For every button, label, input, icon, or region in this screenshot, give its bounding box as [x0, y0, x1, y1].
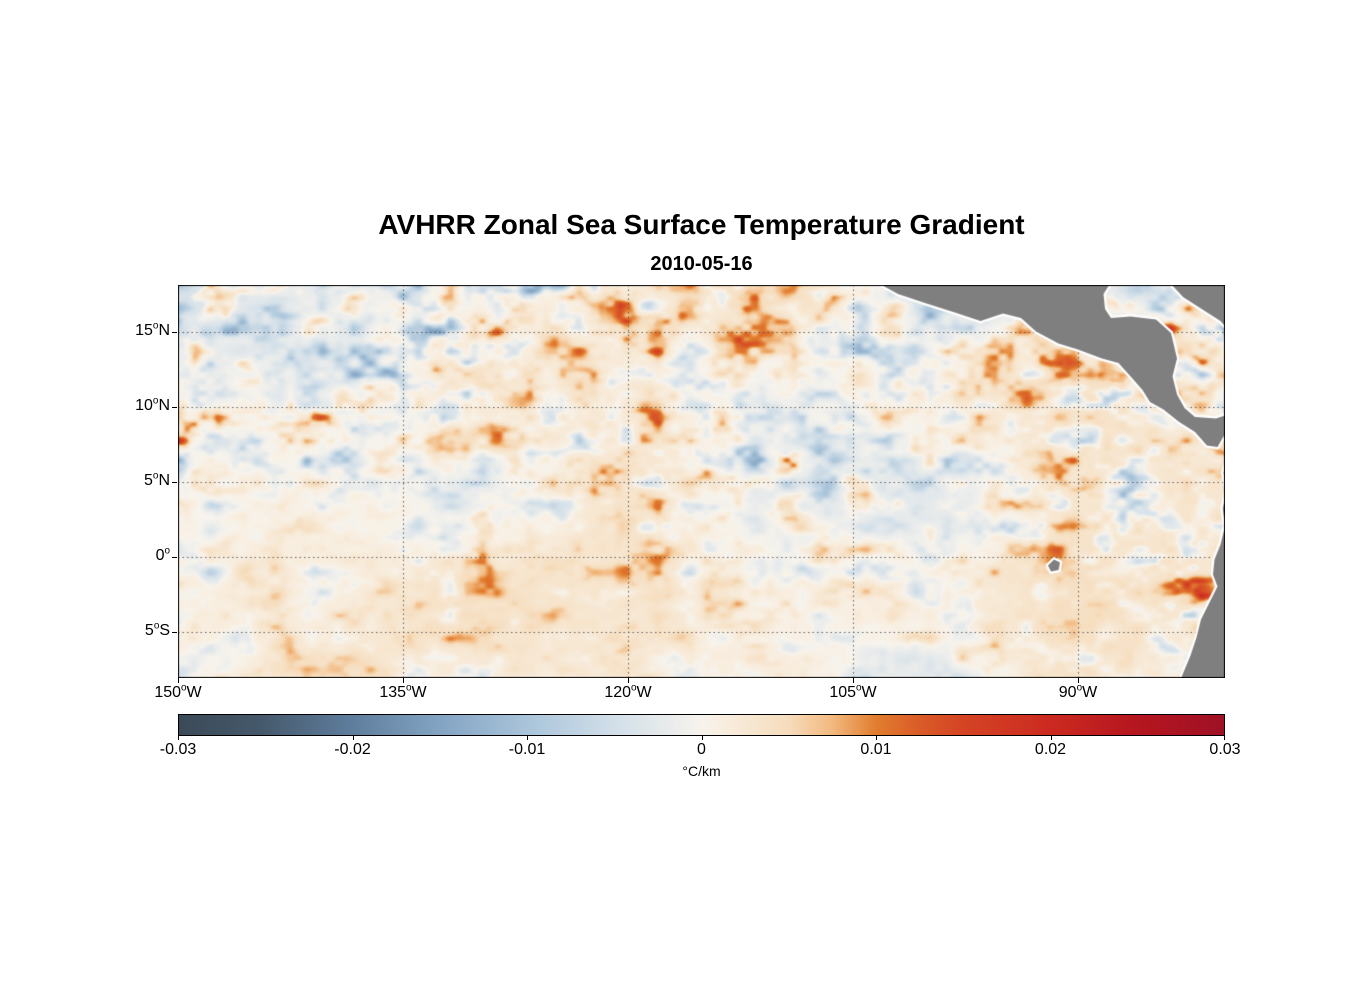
- colorbar-unit-label: °C/km: [682, 763, 721, 779]
- y-tick-mark: [172, 482, 177, 483]
- x-tick-mark: [403, 678, 404, 683]
- y-tick-mark: [172, 407, 177, 408]
- x-tick-label: 105oW: [829, 682, 877, 701]
- y-tick-label: 0o: [155, 545, 170, 564]
- x-tick-label: 120oW: [604, 682, 652, 701]
- x-tick-label: 90oW: [1058, 682, 1098, 701]
- colorbar: [178, 714, 1225, 736]
- colorbar-tick-label: -0.02: [334, 741, 371, 758]
- x-tick-label: 135oW: [379, 682, 427, 701]
- x-tick-label: 150oW: [154, 682, 202, 701]
- colorbar-tick-label: -0.01: [508, 741, 546, 758]
- colorbar-tick-mark: [702, 736, 703, 740]
- colorbar-tick-label: 0: [697, 741, 706, 758]
- chart-subtitle: 2010-05-16: [650, 253, 753, 275]
- colorbar-tick-mark: [178, 736, 179, 740]
- x-tick-mark: [853, 678, 854, 683]
- colorbar-tick-label: 0.03: [1209, 741, 1241, 758]
- colorbar-tick-mark: [1224, 736, 1225, 740]
- x-tick-mark: [628, 678, 629, 683]
- y-tick-mark: [172, 332, 177, 333]
- colorbar-tick-mark: [1051, 736, 1052, 740]
- y-tick-label: 5oS: [144, 620, 170, 639]
- colorbar-tick-mark: [353, 736, 354, 740]
- colorbar-tick-label: 0.02: [1034, 741, 1067, 758]
- y-tick-label: 15oN: [135, 320, 170, 339]
- y-tick-label: 5oN: [144, 470, 170, 489]
- map-plot-area: [178, 285, 1225, 678]
- map-canvas: [178, 285, 1225, 678]
- y-tick-mark: [172, 557, 177, 558]
- colorbar-tick-label: 0.01: [860, 741, 892, 758]
- colorbar-tick-mark: [527, 736, 528, 740]
- x-tick-mark: [1078, 678, 1079, 683]
- y-tick-label: 10oN: [135, 395, 170, 414]
- colorbar-tick-label: -0.03: [159, 741, 197, 758]
- colorbar-tick-mark: [876, 736, 877, 740]
- y-tick-mark: [172, 632, 177, 633]
- x-tick-mark: [178, 678, 179, 683]
- chart-title: AVHRR Zonal Sea Surface Temperature Grad…: [378, 209, 1025, 240]
